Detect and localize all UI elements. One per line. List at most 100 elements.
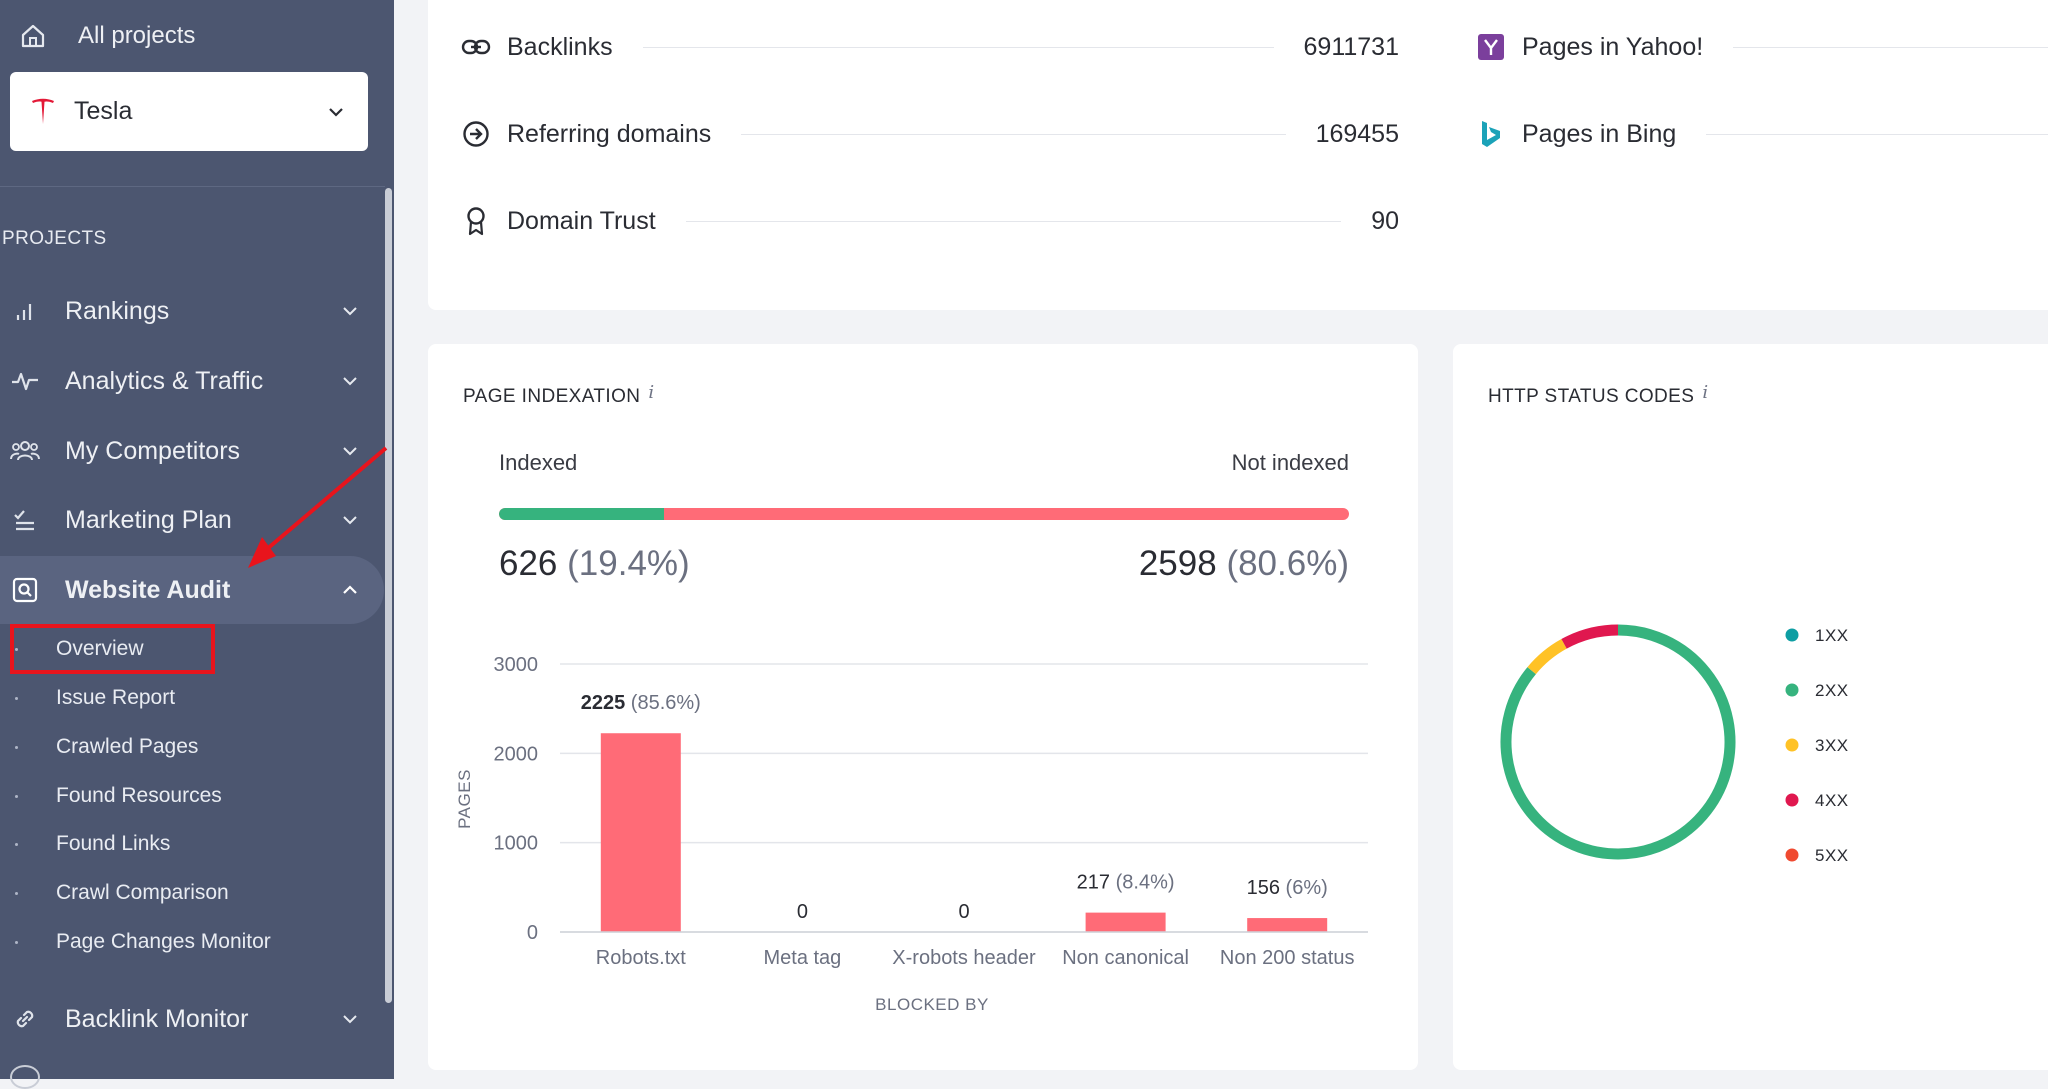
sidebar-scrollbar[interactable] — [385, 188, 392, 1003]
donut-slice-2xx — [1500, 624, 1736, 860]
dotted-leader — [1706, 133, 2048, 135]
indexation-progress-bar — [499, 508, 1349, 520]
highlight-box — [10, 624, 215, 674]
sidebar-item-label: Website Audit — [65, 575, 231, 604]
not-indexed-label: Not indexed — [1231, 450, 1349, 475]
legend-label: 4XX — [1815, 791, 1849, 810]
sidebar-item-backlink-monitor[interactable]: Backlink Monitor — [0, 985, 385, 1053]
chevron-down-icon — [338, 439, 362, 463]
sidebar-subitem-page-changes-monitor[interactable]: Page Changes Monitor — [0, 922, 385, 962]
data-label: 156 (6%) — [1247, 877, 1328, 899]
info-icon[interactable]: i — [648, 382, 655, 403]
audit-icon — [10, 575, 40, 605]
y-axis-label: PAGES — [455, 769, 474, 829]
sidebar-subitem-label: Issue Report — [56, 686, 176, 709]
bar — [1247, 918, 1328, 932]
data-label: 217 (8.4%) — [1077, 872, 1175, 894]
metric-value: 90 — [1371, 206, 1399, 235]
data-label: 2225 (85.6%) — [581, 692, 701, 714]
sidebar-item-website-audit[interactable]: Website Audit — [0, 556, 384, 624]
indexed-percent: (19.4%) — [567, 544, 690, 583]
bullet-dot — [15, 745, 18, 749]
indexed-count-value: 626 — [499, 544, 558, 583]
not-indexed-percent: (80.6%) — [1226, 544, 1349, 583]
blocked-by-bar-chart: 0 1000 2000 3000 PAGES BLOCKED BY 2225 (85.6%)… — [455, 654, 1368, 1014]
sidebar-subitem-overview[interactable]: Overview — [0, 629, 385, 669]
card-title-text: PAGE INDEXATION — [463, 386, 641, 407]
data-label: 0 — [958, 901, 969, 923]
bullet-dot — [15, 891, 18, 895]
chevron-down-icon — [338, 1007, 362, 1031]
indexed-count: 626 (19.4%) — [499, 544, 690, 584]
sidebar-subitem-crawl-comparison[interactable]: Crawl Comparison — [0, 873, 385, 913]
home-icon — [18, 21, 48, 51]
chevron-down-icon — [338, 508, 362, 532]
info-icon[interactable]: i — [1702, 382, 1709, 403]
legend-dot — [1785, 738, 1799, 752]
sidebar-subitem-label: Found Resources — [56, 784, 222, 807]
indexed-fill — [499, 508, 664, 520]
pulse-icon — [10, 366, 40, 396]
bullet-dot — [15, 647, 18, 651]
x-tick-label: Meta tag — [763, 947, 841, 969]
page-indexation-card: PAGE INDEXATION i Indexed Not indexed 626… — [428, 344, 1418, 1070]
metric-label: Referring domains — [507, 119, 712, 148]
metric-backlinks: Backlinks 6911731 — [461, 32, 1399, 62]
metric-domain-trust: Domain Trust 90 — [461, 206, 1399, 236]
sidebar-subitem-label: Overview — [56, 637, 144, 660]
metric-value: 6911731 — [1303, 32, 1399, 61]
legend-dot — [1785, 848, 1799, 862]
bullet-dot — [15, 794, 18, 798]
award-icon — [461, 206, 491, 236]
chevron-down-icon — [338, 369, 362, 393]
sidebar-item-marketing-plan[interactable]: Marketing Plan — [0, 486, 385, 554]
y-tick-label: 0 — [527, 922, 538, 944]
data-label: 0 — [797, 901, 808, 923]
dotted-leader — [685, 220, 1342, 222]
partial-icon — [10, 1065, 40, 1089]
metrics-card: Backlinks 6911731 Referring domains 1694… — [428, 0, 2048, 310]
metric-pages-yahoo: Pages in Yahoo! — [1476, 32, 2048, 62]
sidebar-item-label: Analytics & Traffic — [65, 366, 264, 395]
all-projects-link[interactable]: All projects — [18, 18, 195, 54]
y-tick-label: 2000 — [494, 743, 539, 765]
bar — [600, 733, 681, 932]
dotted-leader — [741, 133, 1286, 135]
legend-dot — [1785, 793, 1799, 807]
sidebar-subitem-found-resources[interactable]: Found Resources — [0, 776, 385, 816]
y-tick-label: 1000 — [494, 833, 539, 855]
sidebar-item-my-competitors[interactable]: My Competitors — [0, 417, 385, 485]
http-status-donut-chart: 1XX 2XX 3XX 4XX 5XX — [1500, 624, 1849, 865]
metric-referring-domains: Referring domains 169455 — [461, 119, 1399, 149]
sidebar-subitem-found-links[interactable]: Found Links — [0, 824, 385, 864]
card-title: HTTP STATUS CODES i — [1488, 382, 1709, 408]
sidebar-item-label: Marketing Plan — [65, 505, 232, 534]
not-indexed-count-value: 2598 — [1138, 544, 1217, 583]
metric-label: Pages in Bing — [1522, 119, 1677, 148]
x-tick-label: X-robots header — [892, 947, 1036, 969]
sidebar-item-analytics-traffic[interactable]: Analytics & Traffic — [0, 347, 385, 415]
sidebar-item-label: Backlink Monitor — [65, 1004, 249, 1033]
bullet-dot — [15, 940, 18, 944]
sidebar-subitem-label: Crawl Comparison — [56, 881, 229, 904]
sidebar-subitem-issue-report[interactable]: Issue Report — [0, 678, 385, 718]
checklist-icon — [10, 505, 40, 535]
x-tick-label: Non canonical — [1062, 947, 1189, 969]
legend-label: 5XX — [1815, 846, 1849, 865]
project-select[interactable]: Tesla — [10, 72, 368, 151]
chevron-down-icon — [338, 299, 362, 323]
sidebar-item-label: My Competitors — [65, 436, 241, 465]
legend-label: 2XX — [1815, 681, 1849, 700]
bar-chart-icon — [10, 296, 40, 326]
chevron-up-icon — [338, 578, 362, 602]
http-status-codes-card: HTTP STATUS CODES i 1XX 2XX 3XX 4XX 5XX — [1453, 344, 2048, 1070]
x-tick-label: Non 200 status — [1220, 947, 1355, 969]
card-title: PAGE INDEXATION i — [463, 382, 655, 408]
sidebar-subitem-label: Crawled Pages — [56, 735, 199, 758]
sidebar-item-rankings[interactable]: Rankings — [0, 277, 385, 345]
yahoo-icon — [1476, 32, 1506, 62]
x-tick-label: Robots.txt — [596, 947, 686, 969]
bullet-dot — [15, 842, 18, 846]
bullet-dot — [15, 696, 18, 700]
sidebar-subitem-crawled-pages[interactable]: Crawled Pages — [0, 727, 385, 767]
